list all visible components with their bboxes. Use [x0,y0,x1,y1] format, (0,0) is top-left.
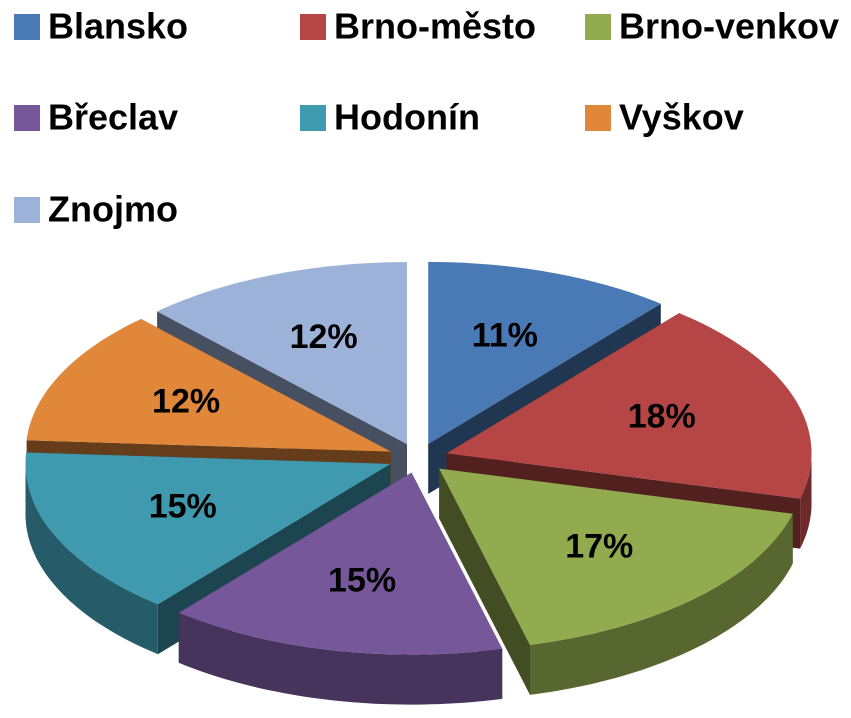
slice [439,468,793,645]
slice [178,472,503,655]
slice [26,319,391,452]
legend-label: Hodonín [334,97,480,138]
legend-label: Brno-venkov [619,6,839,47]
slice: 17% [439,468,793,695]
pie: 11% 12% 12% 18% 15% 17% 15% [25,261,812,705]
legend-label: Vyškov [619,97,744,138]
legend-swatch [585,14,611,40]
slice [157,262,407,445]
slice-label: 18% [628,397,696,435]
slice-label: 12% [290,318,358,356]
legend-swatch [300,14,326,40]
legend-swatch [300,105,326,131]
slice [428,261,661,444]
slice [446,313,812,499]
legend-label: Znojmo [48,189,178,230]
slice [25,452,391,605]
slice-label: 17% [565,527,633,565]
slice-rim [178,612,503,705]
legend-label: Blansko [48,6,188,47]
legend: Blansko Brno-město Brno-venkov Břeclav Hodon… [14,6,839,230]
slice: 15% [178,472,503,705]
slice-label: 15% [149,488,217,526]
legend-label: Brno-město [334,6,536,47]
slice-side [439,468,530,695]
legend-swatch [585,105,611,131]
slice-rim [25,463,158,655]
legend-swatch [14,197,40,223]
slice-label: 15% [328,562,396,600]
legend-swatch [14,14,40,40]
legend-swatch [14,105,40,131]
slice-label: 11% [472,317,538,355]
legend-label: Břeclav [48,97,178,138]
slice-rim [530,513,793,695]
slice-label: 12% [152,383,220,421]
slice-rim [800,453,812,549]
